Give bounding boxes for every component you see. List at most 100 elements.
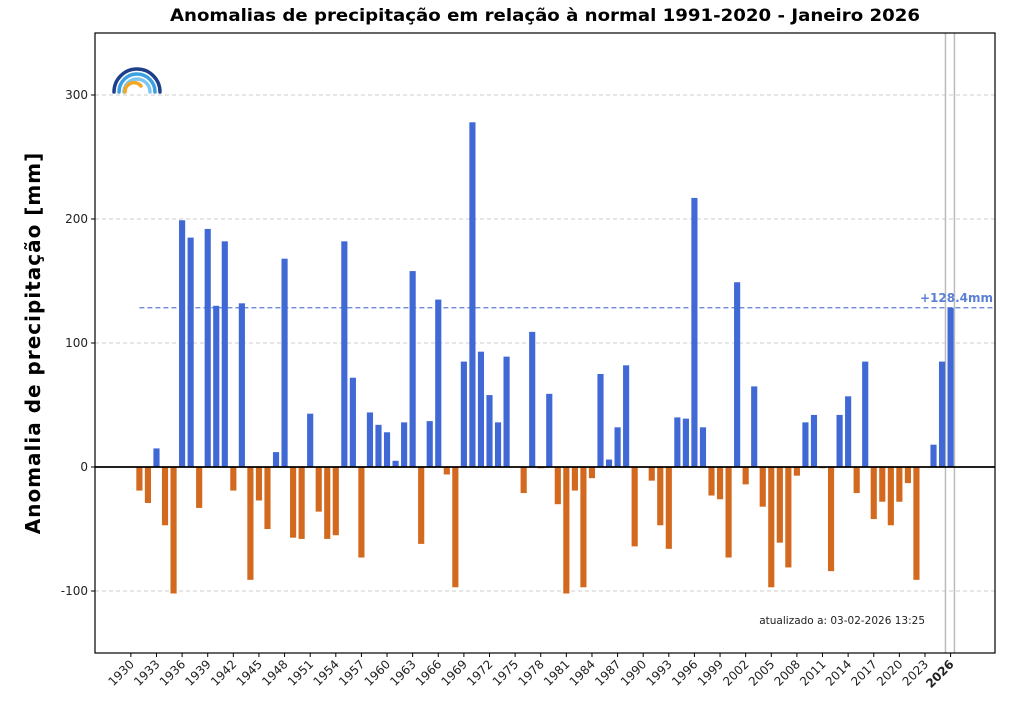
bar-1942: [230, 467, 237, 491]
bar-1952: [315, 467, 322, 512]
bar-1933: [153, 448, 160, 467]
bar-1998: [708, 467, 715, 496]
chart-title: Anomalias de precipitação em relação à n…: [170, 6, 920, 26]
bar-1949: [290, 467, 297, 538]
x-tick-label: 1954: [310, 657, 341, 688]
x-tick-label: 2020: [874, 657, 905, 688]
x-tick-label: 1960: [362, 657, 393, 688]
x-tick-label: 1978: [515, 657, 546, 688]
bar-2020: [896, 467, 903, 502]
y-tick-label: 100: [65, 336, 88, 350]
x-tick-label: 1957: [336, 657, 367, 688]
bar-1971: [477, 351, 485, 467]
bar-1954: [332, 467, 339, 536]
bar-1993: [665, 467, 672, 549]
x-tick-label: 2002: [720, 657, 751, 688]
bar-1976: [520, 467, 527, 494]
bar-2005: [768, 467, 775, 588]
bar-2003: [751, 386, 758, 467]
bar-1941: [221, 241, 228, 467]
bar-2007: [785, 467, 792, 568]
bar-1955: [341, 241, 348, 467]
y-tick-label: 300: [65, 88, 88, 102]
bar-1986: [605, 459, 613, 467]
x-tick-label: 1945: [234, 657, 265, 688]
x-tick-label: 1990: [618, 657, 649, 688]
bar-1995: [682, 418, 689, 467]
reference-line-group: +128.4mm: [139, 291, 995, 309]
bar-1935: [170, 467, 177, 594]
bar-1936: [179, 220, 186, 467]
bar-1945: [255, 467, 263, 501]
y-axis-label: Anomalia de precipitação [mm]: [21, 152, 45, 535]
x-tick-label: 2011: [797, 657, 828, 688]
bar-1970: [469, 122, 476, 467]
bar-1959: [375, 424, 382, 467]
bar-1953: [324, 467, 331, 539]
bar-1964: [418, 467, 425, 544]
x-ticks: 1930193319361939194219451948195119541957…: [105, 653, 957, 691]
x-tick-label: 1951: [285, 657, 316, 688]
bar-1961: [392, 460, 399, 467]
bar-1992: [657, 467, 664, 526]
bars: [136, 122, 954, 594]
bar-1968: [452, 467, 459, 588]
bar-1962: [401, 422, 408, 467]
reference-label: +128.4mm: [920, 291, 993, 305]
bar-1987: [614, 427, 621, 467]
bar-2010: [810, 414, 818, 467]
bar-1982: [571, 467, 578, 491]
x-tick-label: 1966: [413, 657, 444, 688]
bar-1960: [383, 432, 391, 467]
bar-2000: [725, 467, 732, 558]
bar-1984: [588, 467, 596, 479]
bar-1947: [272, 452, 280, 467]
bar-1979: [546, 393, 553, 467]
bar-1999: [716, 467, 724, 500]
x-tick-label: 2005: [746, 657, 777, 688]
bar-1944: [247, 467, 254, 580]
bar-1981: [563, 467, 570, 594]
bar-2018: [879, 467, 886, 502]
bar-2009: [802, 422, 809, 467]
x-tick-label: 1930: [105, 657, 136, 688]
bar-2021: [904, 467, 911, 484]
y-tick-label: 200: [65, 212, 88, 226]
bar-1956: [349, 377, 356, 467]
x-tick-label: 2008: [772, 657, 803, 688]
bar-1969: [460, 361, 467, 467]
y-ticks: -100 0 100 200 300: [61, 88, 95, 598]
x-tick-label: 1996: [669, 657, 700, 688]
bar-1965: [426, 421, 433, 467]
bar-2016: [862, 361, 869, 467]
bar-2008: [793, 467, 800, 476]
bar-1946: [264, 467, 271, 529]
bar-1974: [503, 356, 510, 467]
bar-1958: [366, 412, 374, 467]
bar-2026: [947, 307, 954, 467]
y-tick-label: 0: [80, 460, 88, 474]
bar-1989: [631, 467, 638, 547]
bar-2004: [759, 467, 766, 507]
x-tick-label: 1981: [541, 657, 572, 688]
bar-1966: [435, 299, 442, 467]
bar-1950: [298, 467, 305, 539]
x-tick-label: 2014: [823, 657, 854, 688]
bar-2019: [887, 467, 894, 526]
x-tick-label: 1975: [490, 657, 521, 688]
x-tick-label: 1987: [592, 657, 623, 688]
x-tick-label: 2017: [848, 657, 879, 688]
bar-1963: [409, 271, 416, 467]
bar-2006: [776, 467, 783, 543]
updated-annotation: atualizado a: 03-02-2026 13:25: [759, 615, 925, 627]
x-tick-label: 1936: [157, 657, 188, 688]
x-tick-label: 2026: [923, 657, 957, 691]
bar-1957: [358, 467, 365, 558]
x-tick-label: 1984: [567, 657, 598, 688]
bar-2022: [913, 467, 920, 580]
bar-1939: [204, 228, 211, 467]
bar-2001: [734, 282, 741, 467]
bar-1991: [648, 467, 655, 481]
bar-1996: [691, 197, 698, 468]
